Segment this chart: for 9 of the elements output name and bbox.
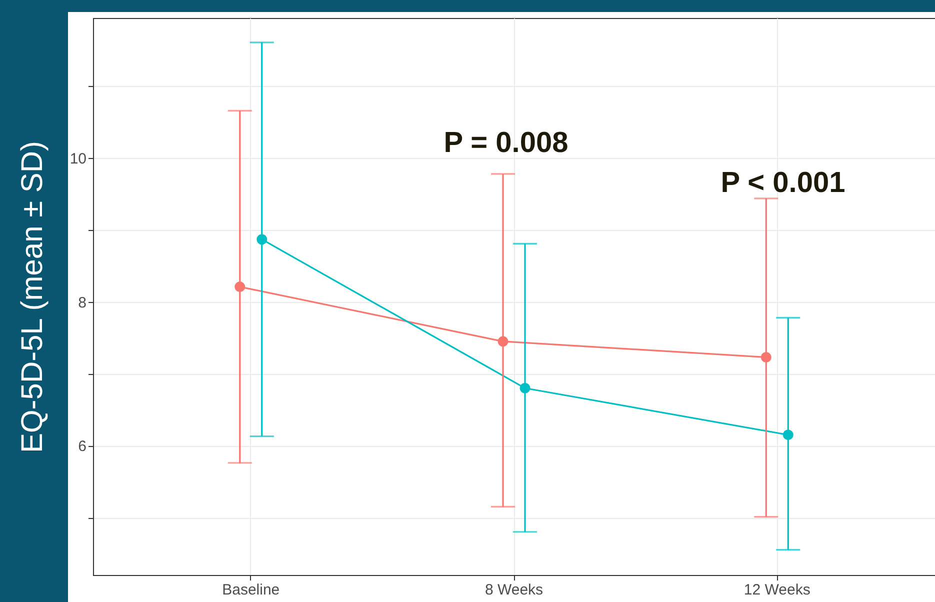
annotation: P = 0.008: [444, 127, 568, 159]
y-tick-label: 10: [70, 150, 86, 168]
x-tick-label: 8 Weeks: [484, 582, 544, 598]
x-tick-label: 12 Weeks: [744, 582, 810, 598]
annotation: P < 0.001: [720, 167, 846, 199]
y-tick-label: 8: [78, 294, 86, 312]
x-tick-label: Baseline: [222, 582, 280, 598]
y-axis-title: EQ-5D-5L (mean ± SD): [16, 140, 49, 454]
y-tick-label: 6: [78, 438, 86, 456]
